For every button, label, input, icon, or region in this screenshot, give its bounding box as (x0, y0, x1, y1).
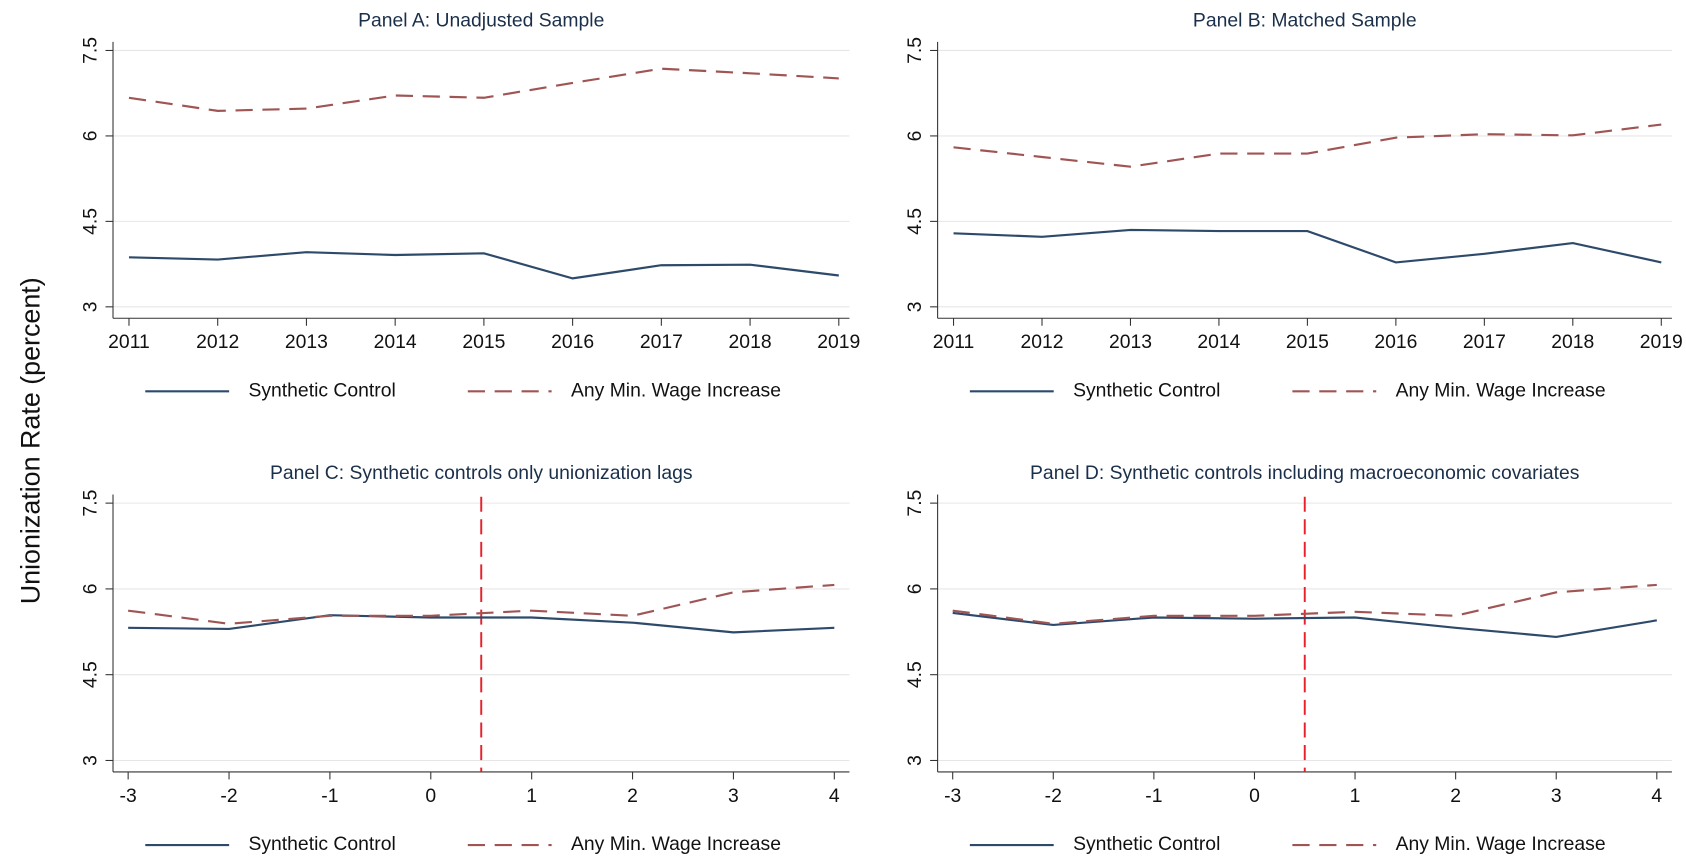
series-line (952, 611, 1657, 639)
y-tick-label: 4.5 (80, 208, 102, 235)
y-tick-label: 7.5 (80, 37, 102, 64)
series-line (128, 67, 839, 112)
x-tick-label: 2015 (462, 331, 505, 353)
x-tick-label: 4 (829, 785, 840, 807)
x-tick-label: -2 (220, 785, 237, 807)
y-tick-label: 7.5 (904, 37, 926, 64)
x-tick-label: 2018 (1551, 331, 1594, 353)
x-tick-label: 2011 (108, 331, 150, 353)
x-tick-label: 2012 (196, 331, 239, 353)
x-tick-label: 3 (728, 785, 739, 807)
x-tick-label: 2 (627, 785, 638, 807)
y-tick-label: 7.5 (904, 490, 926, 517)
y-tick-label: 3 (80, 301, 102, 312)
x-tick-label: -3 (944, 785, 961, 807)
x-tick-label: 2016 (551, 331, 594, 353)
legend-label: Any Min. Wage Increase (571, 833, 781, 855)
x-tick-label: 2 (1450, 785, 1461, 807)
y-tick-label: 3 (80, 755, 102, 766)
legend-label: Synthetic Control (1073, 833, 1220, 855)
y-tick-label: 6 (904, 131, 926, 142)
legend-label: Synthetic Control (248, 379, 395, 401)
x-tick-label: 2016 (1374, 331, 1417, 353)
y-tick-label: 6 (80, 131, 102, 142)
x-tick-label: 0 (1249, 785, 1260, 807)
y-tick-label: 6 (80, 584, 102, 595)
x-tick-label: 2018 (729, 331, 772, 353)
x-tick-label: 2014 (1197, 331, 1240, 353)
y-tick-label: 4.5 (904, 208, 926, 235)
x-tick-label: -1 (1145, 785, 1162, 807)
x-tick-label: 2014 (374, 331, 417, 353)
legend-label: Synthetic Control (248, 833, 395, 855)
x-tick-label: 2013 (1109, 331, 1152, 353)
y-tick-label: 6 (904, 584, 926, 595)
x-tick-label: -1 (321, 785, 338, 807)
x-tick-label: 1 (1350, 785, 1361, 807)
y-axis-label: Unionization Rate (percent) (15, 277, 45, 604)
legend-label: Any Min. Wage Increase (1396, 833, 1606, 855)
y-tick-label: 7.5 (80, 490, 102, 517)
x-tick-label: 4 (1651, 785, 1662, 807)
x-tick-label: -2 (1045, 785, 1062, 807)
series-line (953, 123, 1662, 168)
x-tick-label: 3 (1551, 785, 1562, 807)
x-tick-label: 2019 (1640, 331, 1683, 353)
legend-label: Any Min. Wage Increase (571, 379, 781, 401)
series-line (953, 228, 1662, 264)
x-tick-label: 2017 (640, 331, 683, 353)
x-tick-label: 2012 (1020, 331, 1063, 353)
series-line (128, 251, 839, 280)
panel-title: Panel D: Synthetic controls including ma… (1030, 462, 1579, 484)
x-tick-label: -3 (120, 785, 137, 807)
panel-title: Panel B: Matched Sample (1193, 10, 1417, 32)
series-line (128, 614, 835, 634)
legend-label: Synthetic Control (1073, 379, 1220, 401)
series-line (128, 583, 835, 625)
x-tick-label: 2011 (933, 331, 975, 353)
y-tick-label: 3 (904, 755, 926, 766)
x-tick-label: 2017 (1463, 331, 1506, 353)
legend-label: Any Min. Wage Increase (1396, 379, 1606, 401)
panel-title: Panel C: Synthetic controls only unioniz… (270, 462, 693, 484)
x-tick-label: 2013 (285, 331, 328, 353)
x-tick-label: 0 (425, 785, 436, 807)
x-tick-label: 2015 (1286, 331, 1329, 353)
y-tick-label: 4.5 (904, 661, 926, 688)
y-tick-label: 4.5 (80, 661, 102, 688)
x-tick-label: 1 (526, 785, 537, 807)
y-tick-label: 3 (904, 301, 926, 312)
panel-title: Panel A: Unadjusted Sample (358, 10, 604, 32)
x-tick-label: 2019 (817, 331, 860, 353)
series-line (952, 583, 1657, 625)
